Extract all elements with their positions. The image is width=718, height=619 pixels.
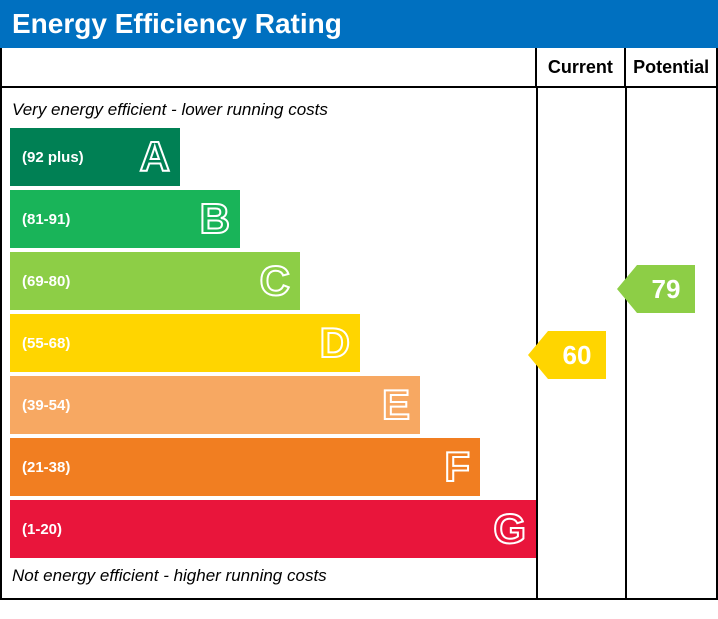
potential-arrow-point: [617, 265, 637, 313]
band-g: (1-20) G: [10, 500, 536, 558]
band-letter-b: B: [200, 195, 230, 243]
band-letter-d: D: [320, 319, 350, 367]
band-a: (92 plus) A: [10, 128, 180, 186]
band-c: (69-80) C: [10, 252, 300, 310]
header-current: Current: [537, 48, 627, 86]
current-arrow-value: 60: [548, 331, 606, 379]
band-range-f: (21-38): [10, 459, 70, 476]
potential-arrow: 79: [617, 265, 695, 313]
note-bottom: Not energy efficient - higher running co…: [2, 562, 536, 590]
header-potential: Potential: [626, 48, 716, 86]
band-range-e: (39-54): [10, 397, 70, 414]
band-letter-a: A: [140, 133, 170, 181]
header-row: Current Potential: [2, 48, 716, 88]
epc-chart: Energy Efficiency Rating Current Potenti…: [0, 0, 718, 619]
bars-column: Very energy efficient - lower running co…: [2, 88, 538, 598]
band-d: (55-68) D: [10, 314, 360, 372]
note-top: Very energy efficient - lower running co…: [2, 96, 536, 124]
band-range-g: (1-20): [10, 521, 62, 538]
header-spacer: [2, 48, 537, 86]
band-letter-g: G: [493, 505, 526, 553]
band-letter-e: E: [382, 381, 410, 429]
band-range-c: (69-80): [10, 273, 70, 290]
band-letter-f: F: [444, 443, 470, 491]
band-range-d: (55-68): [10, 335, 70, 352]
band-e: (39-54) E: [10, 376, 420, 434]
band-b: (81-91) B: [10, 190, 240, 248]
current-arrow: 60: [528, 331, 606, 379]
body-row: Very energy efficient - lower running co…: [2, 88, 716, 598]
band-f: (21-38) F: [10, 438, 480, 496]
band-letter-c: C: [260, 257, 290, 305]
potential-arrow-value: 79: [637, 265, 695, 313]
chart-title: Energy Efficiency Rating: [12, 8, 342, 39]
band-range-b: (81-91): [10, 211, 70, 228]
band-range-a: (92 plus): [10, 149, 84, 166]
chart-area: Current Potential Very energy efficient …: [0, 48, 718, 600]
title-bar: Energy Efficiency Rating: [0, 0, 718, 48]
current-arrow-point: [528, 331, 548, 379]
current-column: 60: [538, 88, 627, 598]
potential-column: 79: [627, 88, 716, 598]
